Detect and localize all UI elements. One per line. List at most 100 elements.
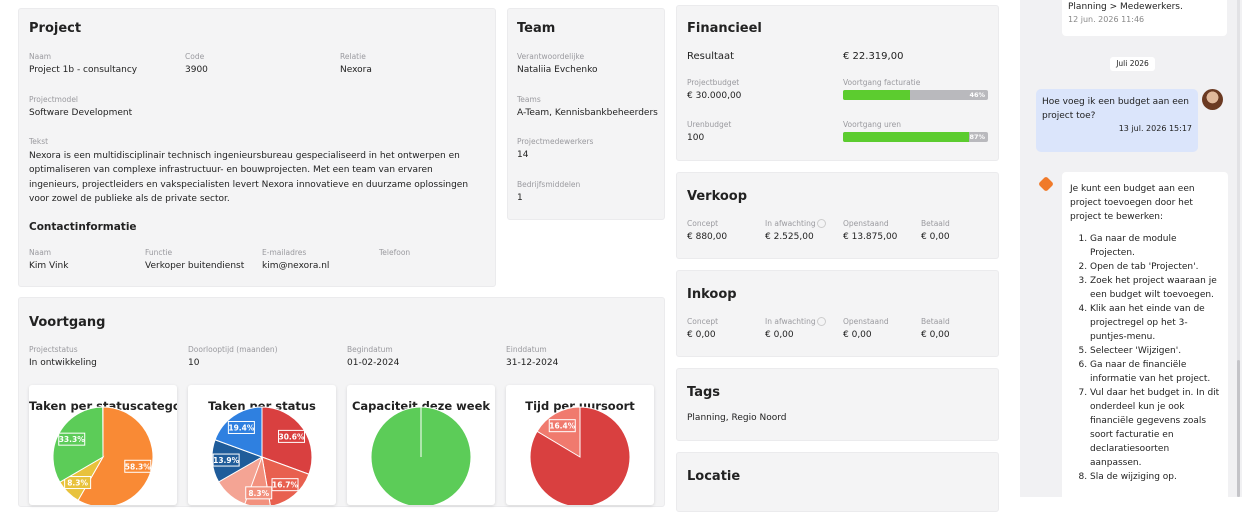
slice-label-box (548, 419, 576, 433)
field-value: € 0,00 (921, 330, 950, 340)
pie-chart: 16.4% (529, 406, 631, 505)
field-value: Software Development (29, 108, 133, 118)
field-label: Einddatum (506, 345, 547, 354)
card-title: Team (517, 21, 556, 36)
verkoop-card (676, 172, 999, 259)
scrollbar (1237, 0, 1240, 497)
slice-label-box (58, 432, 86, 446)
slice-label: 16.4% (549, 422, 576, 431)
field-value: € 0,00 (843, 330, 872, 340)
answer-step: Sla de wijziging op. (1090, 470, 1220, 484)
pie-chart: 13.9% 19.4% 30.6% 16.7%8.3% (211, 406, 313, 505)
section-title: Contactinformatie (29, 221, 137, 233)
field-label: Projectmodel (29, 95, 79, 104)
progress-label: Voortgang uren (843, 120, 902, 129)
field-label: Projectbudget (687, 78, 740, 87)
chart-title: Tijd per uursoort (525, 399, 635, 413)
chat-bubble: Planning > Medewerkers. 12 jun. 2026 11:4… (1062, 0, 1227, 36)
chart-tile: Taken per status 13.9% 19.4% 30.6% 16.7% 8.3% (188, 385, 336, 505)
field-label: Telefoon (379, 248, 411, 257)
field-value: 10 (188, 358, 200, 368)
chart-title: Taken per statuscatego (29, 399, 177, 413)
field-label: Betaald (921, 317, 950, 326)
field-label: Concept (687, 219, 719, 228)
result-value: € 22.319,00 (843, 51, 904, 62)
field-label: Code (185, 52, 205, 61)
slice-label: 8.3% (67, 479, 88, 488)
field-value: Nexora (340, 65, 372, 75)
field-value: 100 (687, 133, 705, 143)
message-time: 13 jul. 2026 15:17 (1118, 124, 1192, 133)
field-label: Teams (517, 95, 541, 104)
card-title: Voortgang (29, 315, 106, 330)
field-value: In ontwikkeling (29, 358, 97, 368)
slice-label: 19.4% (228, 423, 255, 432)
page: Project Naam Project 1b - consultancy Code 3… (0, 0, 1242, 497)
inkoop-card (676, 270, 999, 357)
field-value: 1 (517, 193, 523, 203)
team-card (507, 8, 665, 220)
card-title: Tags (687, 385, 721, 400)
chart-title: Taken per status (208, 399, 316, 413)
avatar (1202, 89, 1223, 110)
message-time: 12 jun. 2026 11:46 (1068, 15, 1145, 24)
progress-label: Voortgang facturatie (843, 78, 921, 87)
project-text: Nexora is een multidisciplinair technisc… (29, 151, 469, 204)
field-value: Nataliia Evchenko (517, 65, 598, 75)
field-value: Project 1b - consultancy (29, 65, 138, 75)
slice-label-box (278, 429, 306, 443)
slice-label: 58.3% (125, 462, 152, 471)
answer-step: Ga naar de financiële informatie van het… (1090, 358, 1220, 386)
slice-label: 16.7% (272, 481, 299, 490)
slice-label: 13.9% (213, 456, 240, 465)
answer-step: Zoek het project waaraan je een budget w… (1090, 274, 1220, 302)
info-icon (817, 317, 826, 326)
field-label: Projectstatus (29, 345, 78, 354)
scroll-thumb (1237, 360, 1240, 497)
field-label: Verantwoordelijke (517, 52, 585, 61)
tags-card (676, 368, 999, 441)
field-value: Verkoper buitendienst (145, 261, 245, 271)
tags-value: Planning, Regio Noord (687, 413, 787, 423)
field-label: Doorlooptijd (maanden) (188, 345, 278, 354)
field-label: Naam (29, 52, 52, 61)
project-card (18, 8, 496, 287)
field-label: E-mailadres (262, 248, 307, 257)
field-value: A-Team, Kennisbankbeheerders (517, 108, 658, 118)
field-value: € 0,00 (921, 232, 950, 242)
answer-intro: Je kunt een budget aan een project toevo… (1070, 184, 1195, 222)
chart-tile: Capaciteit deze week (347, 385, 495, 505)
field-value: 01-02-2024 (347, 358, 400, 368)
field-label: In afwachting (765, 219, 816, 228)
message-text: Planning > Medewerkers. (1068, 2, 1183, 12)
field-value: Kim Vink (29, 261, 69, 271)
field-label: Relatie (340, 52, 366, 61)
progress-fill (843, 132, 970, 142)
field-label: Bedrijfsmiddelen (517, 180, 581, 189)
field-label: Concept (687, 317, 719, 326)
answer-step: Klik aan het einde van de projectregel o… (1090, 302, 1220, 344)
message-text: Hoe voeg ik een budget aan een project t… (1042, 97, 1189, 121)
progress-track: 87% (843, 132, 988, 142)
answer-step: Open de tab 'Projecten'. (1090, 260, 1220, 274)
field-value: 14 (517, 150, 529, 160)
field-value: 31-12-2024 (506, 358, 559, 368)
field-label: Projectmedewerkers (517, 137, 594, 146)
card-title: Locatie (687, 469, 741, 484)
pie-chart (370, 406, 472, 505)
slice-label: 30.6% (279, 432, 306, 441)
progress-text: 46% (969, 91, 985, 99)
field-value: kim@nexora.nl (262, 261, 330, 271)
field-label: Openstaand (843, 219, 889, 228)
answer-steps: Ga naar de module Projecten.Open de tab … (1070, 232, 1220, 484)
field-label: Openstaand (843, 317, 889, 326)
chart-tile: Taken per statuscatego 58.3% 8.3% 33.3% (29, 385, 177, 505)
field-value: € 30.000,00 (687, 91, 742, 101)
field-value: € 13.875,00 (843, 232, 898, 242)
pie-slice (77, 406, 154, 505)
date-divider: Juli 2026 (1110, 57, 1155, 71)
slice-label-box (64, 476, 92, 490)
chart-title: Capaciteit deze week (351, 399, 491, 413)
pie-chart: 58.3% 8.3% 33.3% (52, 406, 154, 505)
field-label: Naam (29, 248, 52, 257)
